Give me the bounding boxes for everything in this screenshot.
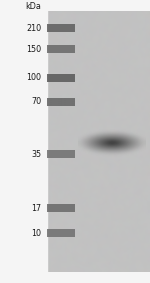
Text: 210: 210	[26, 24, 41, 33]
Text: 100: 100	[26, 73, 41, 82]
Bar	[0, 0, 47, 283]
Text: 70: 70	[31, 97, 41, 106]
Text: 17: 17	[31, 203, 41, 213]
Text: 35: 35	[31, 150, 41, 159]
Text: 10: 10	[31, 229, 41, 238]
Text: 150: 150	[26, 45, 41, 54]
Text: kDa: kDa	[25, 2, 41, 11]
